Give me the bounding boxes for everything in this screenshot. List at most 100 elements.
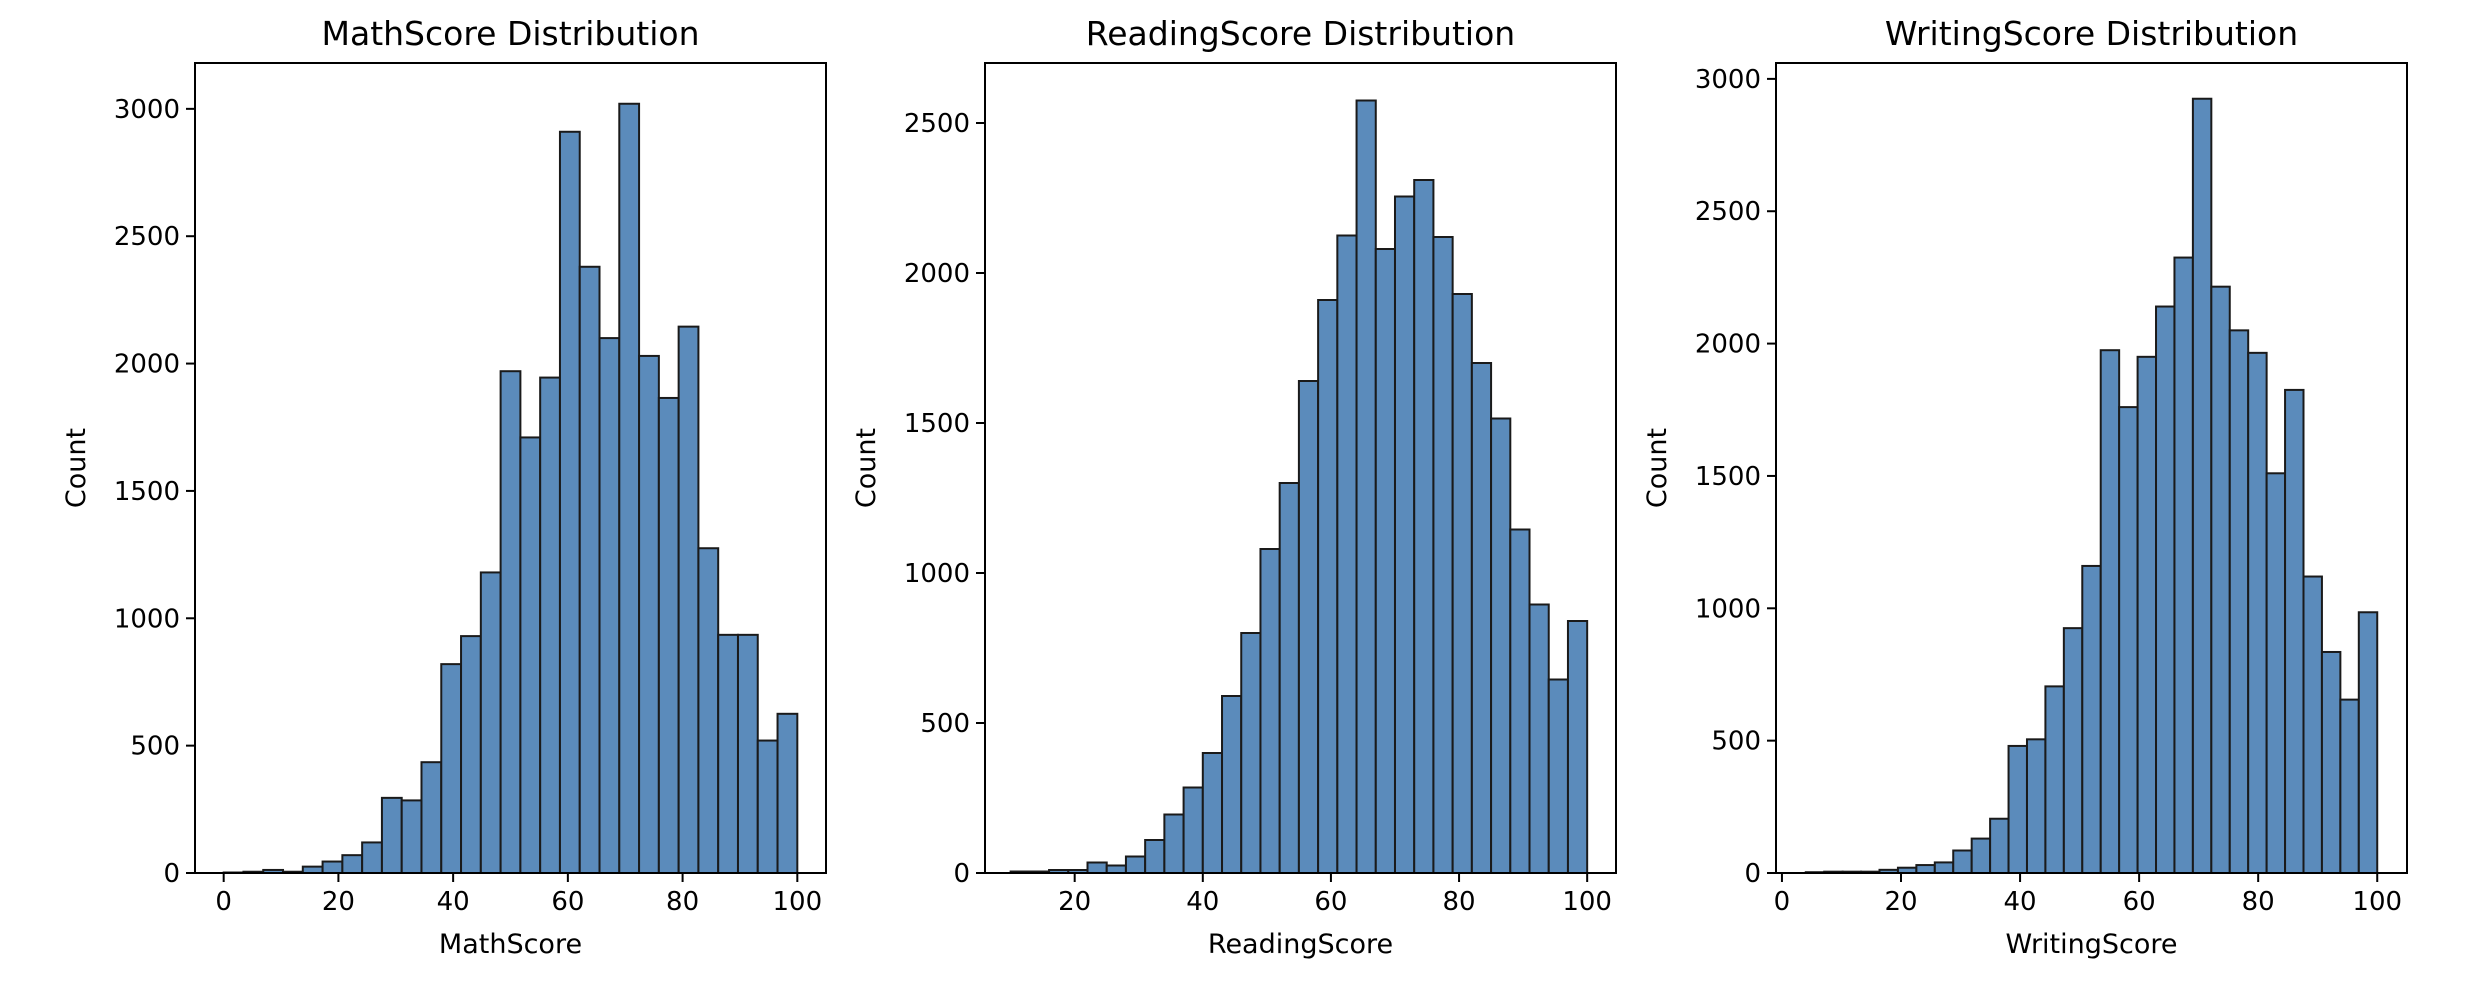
histogram-bar xyxy=(2357,611,2379,874)
y-tick-label: 500 xyxy=(920,709,970,739)
chart-panel-1: 0 20 40 60 80 100050010001500200025003000Math… xyxy=(61,14,827,960)
histogram-bar xyxy=(638,354,660,875)
histogram-bar xyxy=(2284,388,2305,874)
histogram-bar xyxy=(578,265,601,875)
histogram-bar xyxy=(1509,528,1531,874)
y-tick-label: 2000 xyxy=(904,259,970,289)
plot-frame xyxy=(984,62,1617,874)
x-tick-label: 20 xyxy=(322,887,355,917)
chart-panel-3: 0 20 40 60 80 100050010001500200025003000Writ… xyxy=(1642,14,2408,960)
y-tick-label: 3000 xyxy=(114,95,180,125)
y-tick-label: 2500 xyxy=(114,222,180,252)
histogram-bar xyxy=(2062,627,2084,874)
y-tick-label: 2500 xyxy=(1695,197,1761,227)
x-tick-label: 80 xyxy=(666,887,699,917)
x-tick-label: 0 xyxy=(1774,887,1791,917)
histogram-bar xyxy=(1393,195,1416,874)
x-axis-label: ReadingScore xyxy=(1208,929,1393,960)
histogram-bar xyxy=(2228,329,2250,874)
histogram-bar xyxy=(460,635,482,875)
histogram-bar xyxy=(1413,179,1435,874)
histogram-bar xyxy=(2302,575,2323,874)
histogram-bar xyxy=(2247,351,2268,874)
y-axis-label: Count xyxy=(61,428,92,508)
y-tick-label: 3000 xyxy=(1695,65,1761,95)
x-tick-label: 0 xyxy=(215,887,232,917)
histogram-bar xyxy=(756,739,779,875)
histogram-bar xyxy=(2025,738,2047,875)
y-tick-label: 1000 xyxy=(114,604,180,634)
histogram-bar xyxy=(657,396,680,874)
histogram-bar xyxy=(1144,839,1166,874)
histogram-bar xyxy=(776,712,799,874)
x-tick-label: 80 xyxy=(1443,887,1476,917)
x-axis-label: MathScore xyxy=(439,929,582,960)
histogram-bar xyxy=(1259,548,1281,874)
x-tick-label: 40 xyxy=(1186,887,1219,917)
histogram-bar xyxy=(2007,744,2028,874)
y-axis-label: Count xyxy=(851,428,882,508)
histogram-bar xyxy=(1336,234,1358,874)
y-tick-label: 1000 xyxy=(1695,594,1761,624)
histogram-bar xyxy=(1989,817,2010,874)
y-tick-label: 1000 xyxy=(904,559,970,589)
histogram-bar xyxy=(1182,786,1204,874)
histogram-bar xyxy=(1374,248,1396,874)
histogram-bar xyxy=(380,796,403,875)
x-tick-label: 20 xyxy=(1884,887,1917,917)
x-axis-label: WritingScore xyxy=(2005,929,2177,960)
histogram-bar xyxy=(1432,236,1454,874)
chart-title: MathScore Distribution xyxy=(322,14,700,53)
y-tick-label: 2000 xyxy=(114,350,180,380)
histogram-bar xyxy=(697,547,720,874)
histogram-bar xyxy=(558,130,581,875)
y-tick-label: 0 xyxy=(1744,859,1761,889)
histogram-bar xyxy=(1970,837,1992,875)
histogram-bar xyxy=(2339,698,2360,875)
y-tick-label: 2000 xyxy=(1695,330,1761,360)
histogram-bar xyxy=(499,370,522,874)
y-tick-label: 500 xyxy=(1711,727,1761,757)
plot-frame xyxy=(194,62,827,874)
x-tick-label: 60 xyxy=(551,887,584,917)
x-tick-label: 40 xyxy=(437,887,470,917)
histogram-bar xyxy=(1566,620,1589,874)
histogram-bar xyxy=(1490,417,1512,874)
histogram-bar xyxy=(1952,849,1973,874)
histogram-bar xyxy=(1297,380,1320,874)
histogram-bar xyxy=(1915,864,1936,875)
histogram-bar xyxy=(2265,472,2287,874)
y-tick-label: 0 xyxy=(953,859,970,889)
histogram-bar xyxy=(539,376,561,874)
histogram-bar xyxy=(341,854,364,874)
histogram-bar xyxy=(2210,285,2231,875)
histogram-bar xyxy=(1221,695,1243,874)
histogram-bar xyxy=(1451,293,1473,874)
plot-frame xyxy=(1775,62,2408,874)
x-tick-label: 100 xyxy=(2352,887,2402,917)
y-tick-label: 2500 xyxy=(904,109,970,139)
x-tick-label: 80 xyxy=(2242,887,2275,917)
histogram-bar xyxy=(2155,305,2176,874)
x-tick-label: 100 xyxy=(772,887,822,917)
histogram-bar xyxy=(1278,482,1300,874)
histogram-bar xyxy=(736,633,759,874)
histogram-bar xyxy=(1105,864,1127,874)
chart-title: ReadingScore Distribution xyxy=(1086,14,1515,53)
histogram-bar xyxy=(2044,685,2065,874)
chart-title: WritingScore Distribution xyxy=(1885,14,2298,53)
histogram-bar xyxy=(440,663,463,874)
histogram-bar xyxy=(1240,632,1262,874)
histogram-bar xyxy=(519,436,542,874)
histogram-bar xyxy=(1547,678,1569,874)
chart-panel-2: 20 40 60 80 10005001000150020002500ReadingSc… xyxy=(851,14,1617,960)
histogram-bar xyxy=(1124,855,1147,874)
histogram-bar xyxy=(1317,299,1339,874)
histogram-bar xyxy=(2173,256,2194,874)
y-tick-label: 1500 xyxy=(904,409,970,439)
histogram-bar xyxy=(361,841,383,874)
histogram-bar xyxy=(420,761,443,875)
histogram-bar xyxy=(1470,362,1493,874)
